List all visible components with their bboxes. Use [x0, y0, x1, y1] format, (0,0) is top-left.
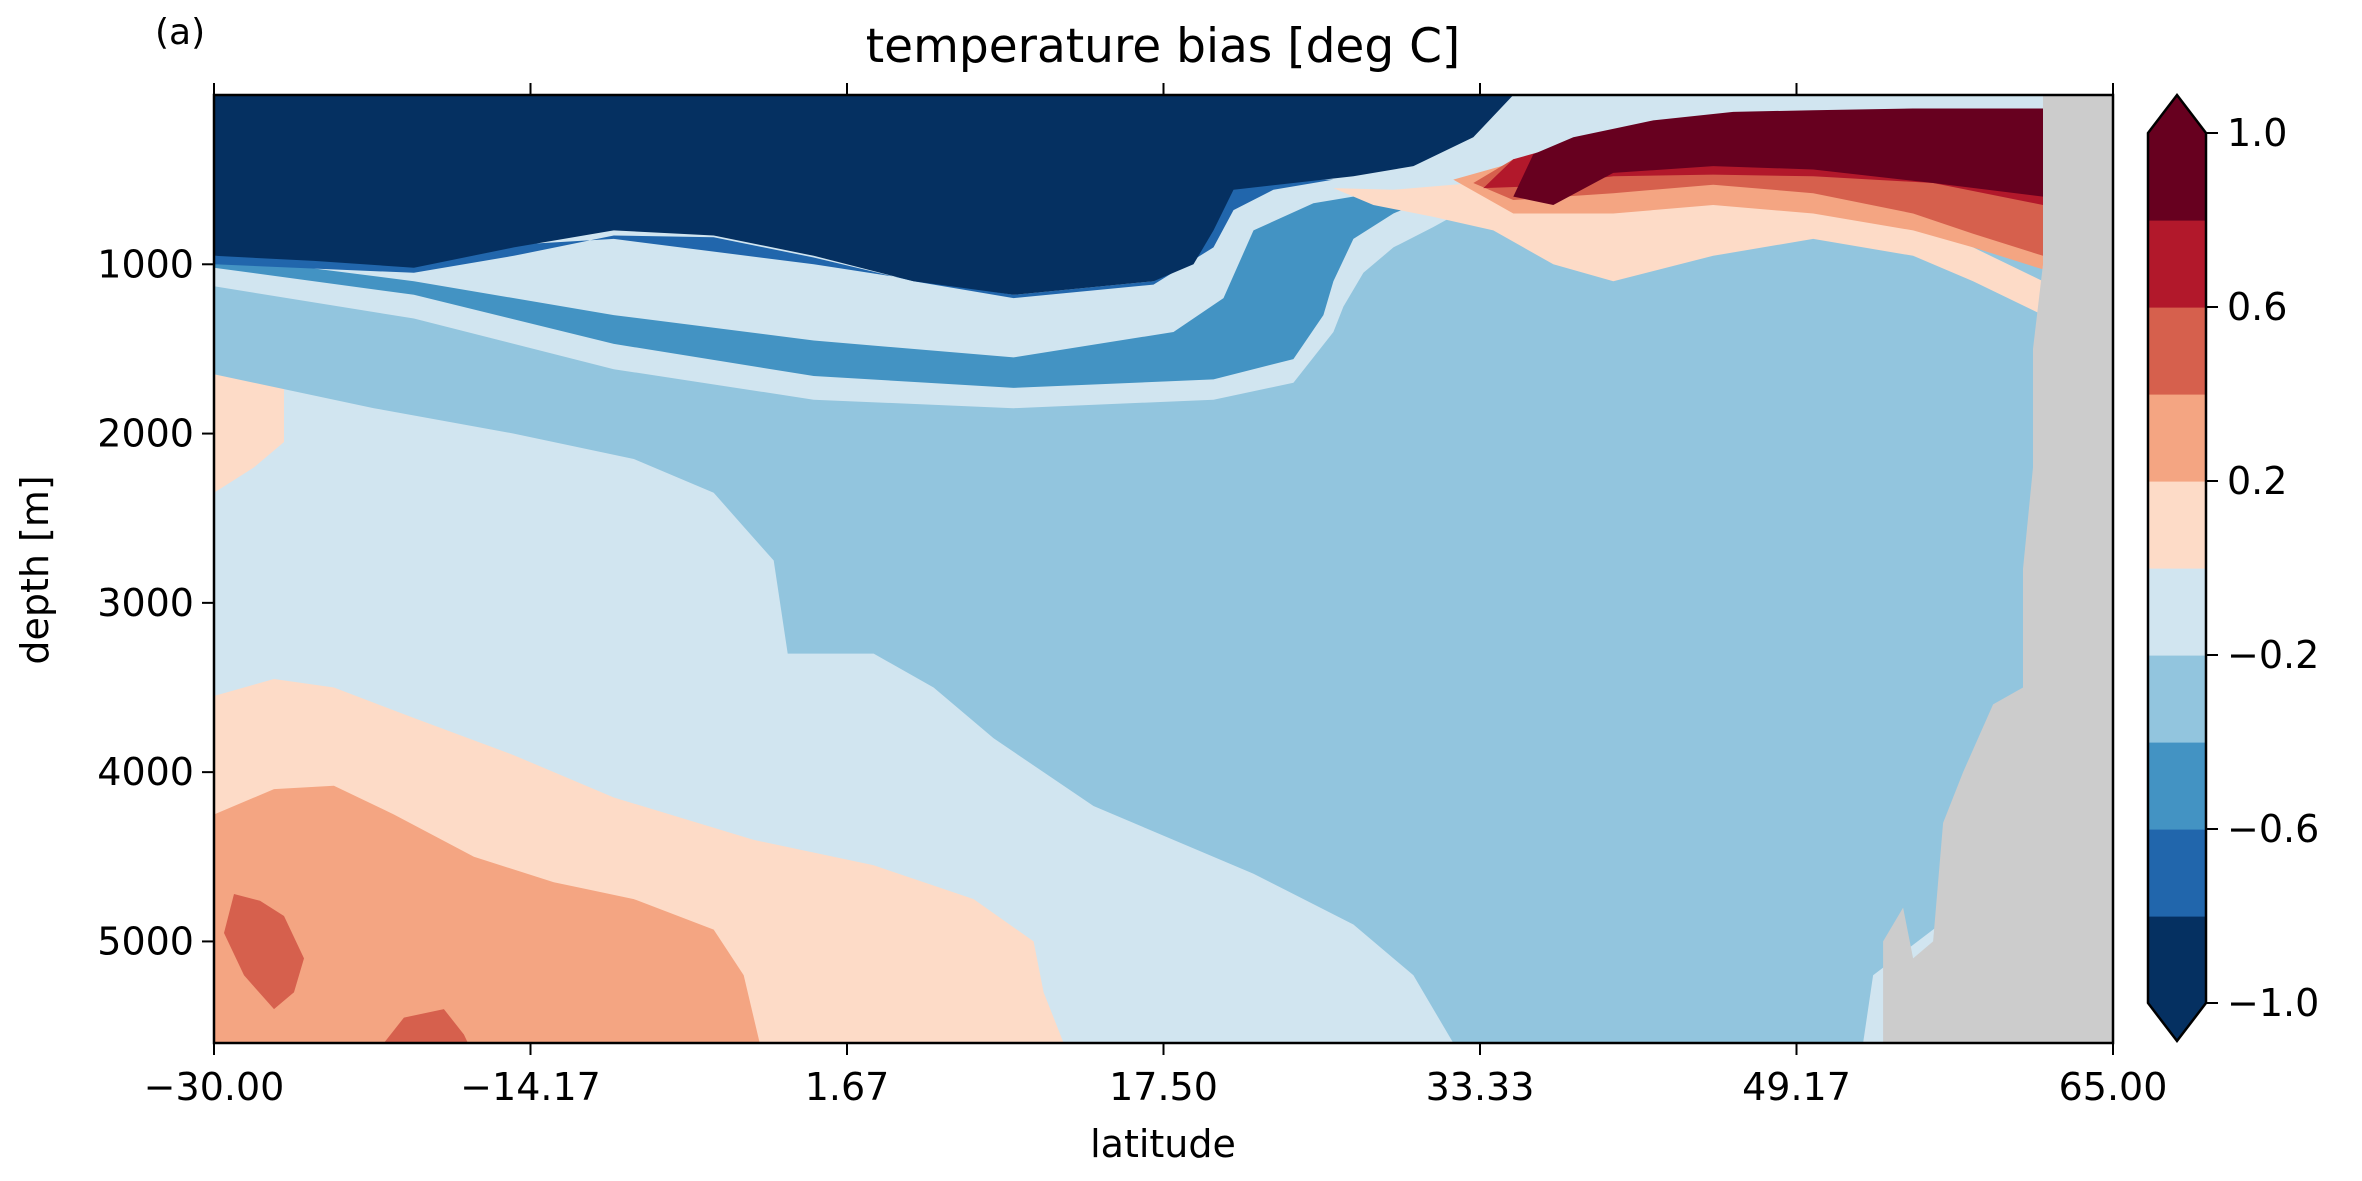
colorbar-band — [2148, 394, 2206, 482]
colorbar: −1.0 −0.6 −0.2 0.2 0.6 1.0 — [2146, 92, 2319, 1044]
x-axis-label: latitude — [1090, 1122, 1236, 1166]
colorbar-band — [2148, 220, 2206, 308]
x-tick-label: 1.67 — [805, 1065, 890, 1109]
y-tick-label: 4000 — [97, 750, 194, 794]
colorbar-band — [2148, 133, 2206, 221]
colorbar-band — [2148, 655, 2206, 743]
colorbar-tick-label: 0.6 — [2227, 285, 2287, 329]
colorbar-tick-label: −0.6 — [2227, 807, 2319, 851]
y-axis: 1000 2000 3000 4000 5000 — [97, 242, 214, 963]
y-axis-label: depth [m] — [13, 475, 57, 664]
contour-region-upper-cold-0.6 — [214, 193, 1434, 388]
contour-region-deep-south-warm-0.6 — [224, 894, 304, 1010]
colorbar-extend-top — [2148, 95, 2206, 133]
plot-area — [214, 95, 2113, 1043]
y-tick-label: 1000 — [97, 242, 194, 286]
colorbar-band — [2148, 742, 2206, 830]
x-tick-label: −30.00 — [144, 1065, 285, 1109]
chart-title: temperature bias [deg C] — [866, 19, 1461, 74]
colorbar-tick-label: 1.0 — [2227, 111, 2287, 155]
contour-region-land — [1883, 95, 2113, 1043]
x-tick-label: 33.33 — [1426, 1065, 1535, 1109]
x-tick-label: 17.50 — [1109, 1065, 1218, 1109]
colorbar-band — [2148, 568, 2206, 656]
x-tick-label: −14.17 — [460, 1065, 601, 1109]
colorbar-band — [2148, 481, 2206, 569]
contour-region-upper-warm-1.0 — [1513, 108, 2043, 205]
colorbar-band — [2148, 916, 2206, 1004]
y-tick-label: 2000 — [97, 412, 194, 456]
y-tick-label: 3000 — [97, 581, 194, 625]
y-tick-label: 5000 — [97, 919, 194, 963]
contour-region-deep-south-warm-0.4 — [214, 785, 760, 1043]
colorbar-band — [2148, 307, 2206, 395]
contour-region-upper-cold-1.0 — [214, 95, 1514, 295]
contour-region-upper-cold-0.4 — [214, 196, 2073, 1043]
x-axis: −30.00 −14.17 1.67 17.50 33.33 49.17 65.00 — [144, 83, 2168, 1109]
x-tick-label: 49.17 — [1742, 1065, 1851, 1109]
panel-label: (a) — [155, 12, 205, 53]
contour-region-bottom-warm-0.6 — [383, 1009, 468, 1043]
x-tick-label: 65.00 — [2059, 1065, 2168, 1109]
colorbar-band — [2148, 829, 2206, 917]
colorbar-extend-bottom — [2148, 1003, 2206, 1041]
colorbar-tick-label: 0.2 — [2227, 459, 2287, 503]
colorbar-tick-label: −1.0 — [2227, 981, 2319, 1025]
colorbar-tick-label: −0.2 — [2227, 633, 2319, 677]
